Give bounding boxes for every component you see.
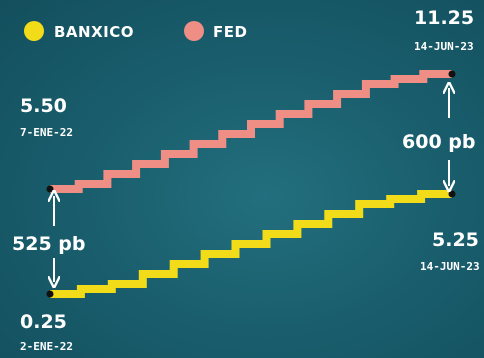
banxico-start-value: 0.25	[20, 311, 67, 333]
fed-start-point	[46, 185, 54, 193]
fed-end-point	[448, 70, 456, 78]
banxico-start-point	[46, 290, 54, 298]
end-gap-label: 600 pb	[402, 131, 475, 153]
legend-label-fed: FED	[213, 23, 247, 41]
start-gap-label: 525 pb	[12, 233, 85, 255]
fed-start-value: 5.50	[20, 95, 67, 117]
legend-label-banxico: BANXICO	[54, 23, 134, 41]
banxico-end-value: 5.25	[432, 229, 479, 251]
legend-swatch-banxico	[24, 21, 44, 41]
legend: BANXICO FED	[24, 21, 247, 41]
legend-swatch-fed	[184, 21, 204, 41]
fed-start-date: 7-ENE-22	[20, 126, 73, 139]
fed-series-line	[50, 70, 452, 193]
banxico-end-date: 14-JUN-23	[420, 260, 480, 273]
fed-end-date: 14-JUN-23	[414, 40, 474, 53]
banxico-start-date: 2-ENE-22	[20, 340, 73, 353]
banxico-series-line	[50, 190, 452, 298]
banxico-end-point	[448, 190, 456, 198]
fed-end-value: 11.25	[414, 7, 474, 29]
